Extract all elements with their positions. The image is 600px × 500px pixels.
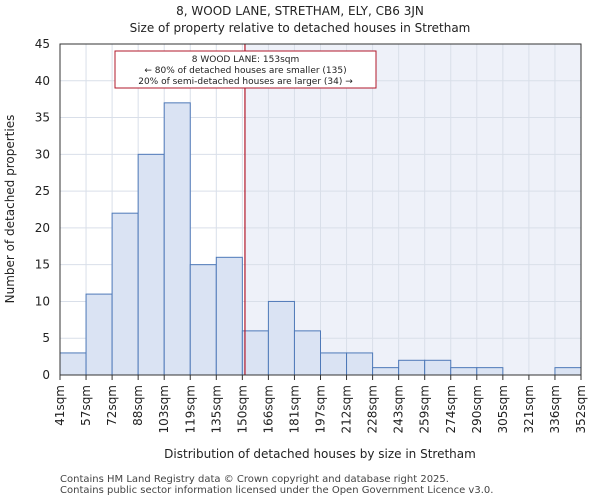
y-tick-label: 45: [35, 37, 50, 51]
histogram-bar: [372, 367, 400, 376]
annotation-box: [114, 50, 377, 89]
x-tick-label: 150sqm: [235, 385, 249, 433]
histogram-bar: [554, 367, 582, 376]
x-tick-label: 212sqm: [340, 385, 354, 433]
y-tick-label: 10: [35, 294, 50, 308]
footer-line-1: Contains HM Land Registry data © Crown c…: [60, 474, 449, 485]
histogram-bar: [189, 264, 217, 376]
highlight-region: [244, 44, 581, 375]
histogram-bar: [346, 352, 374, 376]
x-tick-label: 88sqm: [131, 385, 145, 426]
histogram-bar: [85, 293, 113, 376]
x-tick-label: 181sqm: [287, 385, 301, 433]
x-tick-label: 166sqm: [261, 385, 275, 433]
x-tick-label: 336sqm: [548, 385, 562, 433]
x-tick-label: 72sqm: [105, 385, 119, 426]
y-tick-label: 25: [35, 184, 50, 198]
footer-attribution: Contains HM Land Registry data © Crown c…: [60, 474, 493, 496]
y-tick-label: 5: [42, 331, 50, 345]
x-tick-label: 41sqm: [53, 385, 67, 426]
x-tick-label: 290sqm: [470, 385, 484, 433]
y-tick-label: 20: [35, 221, 50, 235]
annotation-line3: 20% of semi-detached houses are larger (…: [138, 77, 353, 87]
x-axis-label: Distribution of detached houses by size …: [164, 447, 476, 461]
x-tick-label: 243sqm: [392, 385, 406, 433]
x-tick-label: 305sqm: [496, 385, 510, 433]
histogram-bar: [320, 352, 348, 376]
y-tick-label: 40: [35, 74, 50, 88]
footer-line-2: Contains public sector information licen…: [60, 485, 494, 496]
x-tick-label: 259sqm: [418, 385, 432, 433]
plot-area: 0 5 10 15 20 25 30 35 40 45 41sqm 57sqm 72sqm 88sqm 10…: [35, 37, 588, 433]
annotation-line2: ← 80% of detached houses are smaller (13…: [144, 66, 346, 76]
histogram-bar: [163, 102, 191, 376]
x-tick-label: 274sqm: [444, 385, 458, 433]
histogram-bar: [450, 367, 478, 376]
chart-title: 8, WOOD LANE, STRETHAM, ELY, CB6 3JN: [176, 4, 424, 18]
histogram-bar: [476, 367, 504, 376]
x-tick-label: 228sqm: [366, 385, 380, 433]
histogram-bar: [398, 359, 426, 376]
x-tick-label: 57sqm: [79, 385, 93, 426]
y-tick-label: 0: [42, 368, 50, 382]
histogram-bar: [111, 212, 139, 376]
x-tick-label: 197sqm: [314, 385, 328, 433]
x-tick-label: 119sqm: [183, 385, 197, 433]
histogram-bar: [293, 330, 322, 376]
y-tick-label: 30: [35, 147, 50, 161]
x-tick-label: 135sqm: [209, 385, 223, 433]
histogram-bar: [241, 330, 269, 376]
histogram-bar: [267, 300, 295, 376]
y-axis-label: Number of detached properties: [3, 115, 17, 304]
y-tick-label: 15: [35, 258, 50, 272]
histogram-bar: [424, 359, 452, 376]
x-tick-label: 321sqm: [522, 385, 536, 433]
histogram-bar: [137, 153, 165, 376]
annotation-line1: 8 WOOD LANE: 153sqm: [192, 55, 299, 65]
x-tick-label: 103sqm: [157, 385, 171, 433]
histogram-bar: [215, 256, 243, 376]
x-tick-label: 352sqm: [574, 385, 588, 433]
y-tick-label: 35: [35, 111, 50, 125]
histogram-bar: [59, 352, 87, 376]
chart-subtitle: Size of property relative to detached ho…: [130, 21, 471, 35]
